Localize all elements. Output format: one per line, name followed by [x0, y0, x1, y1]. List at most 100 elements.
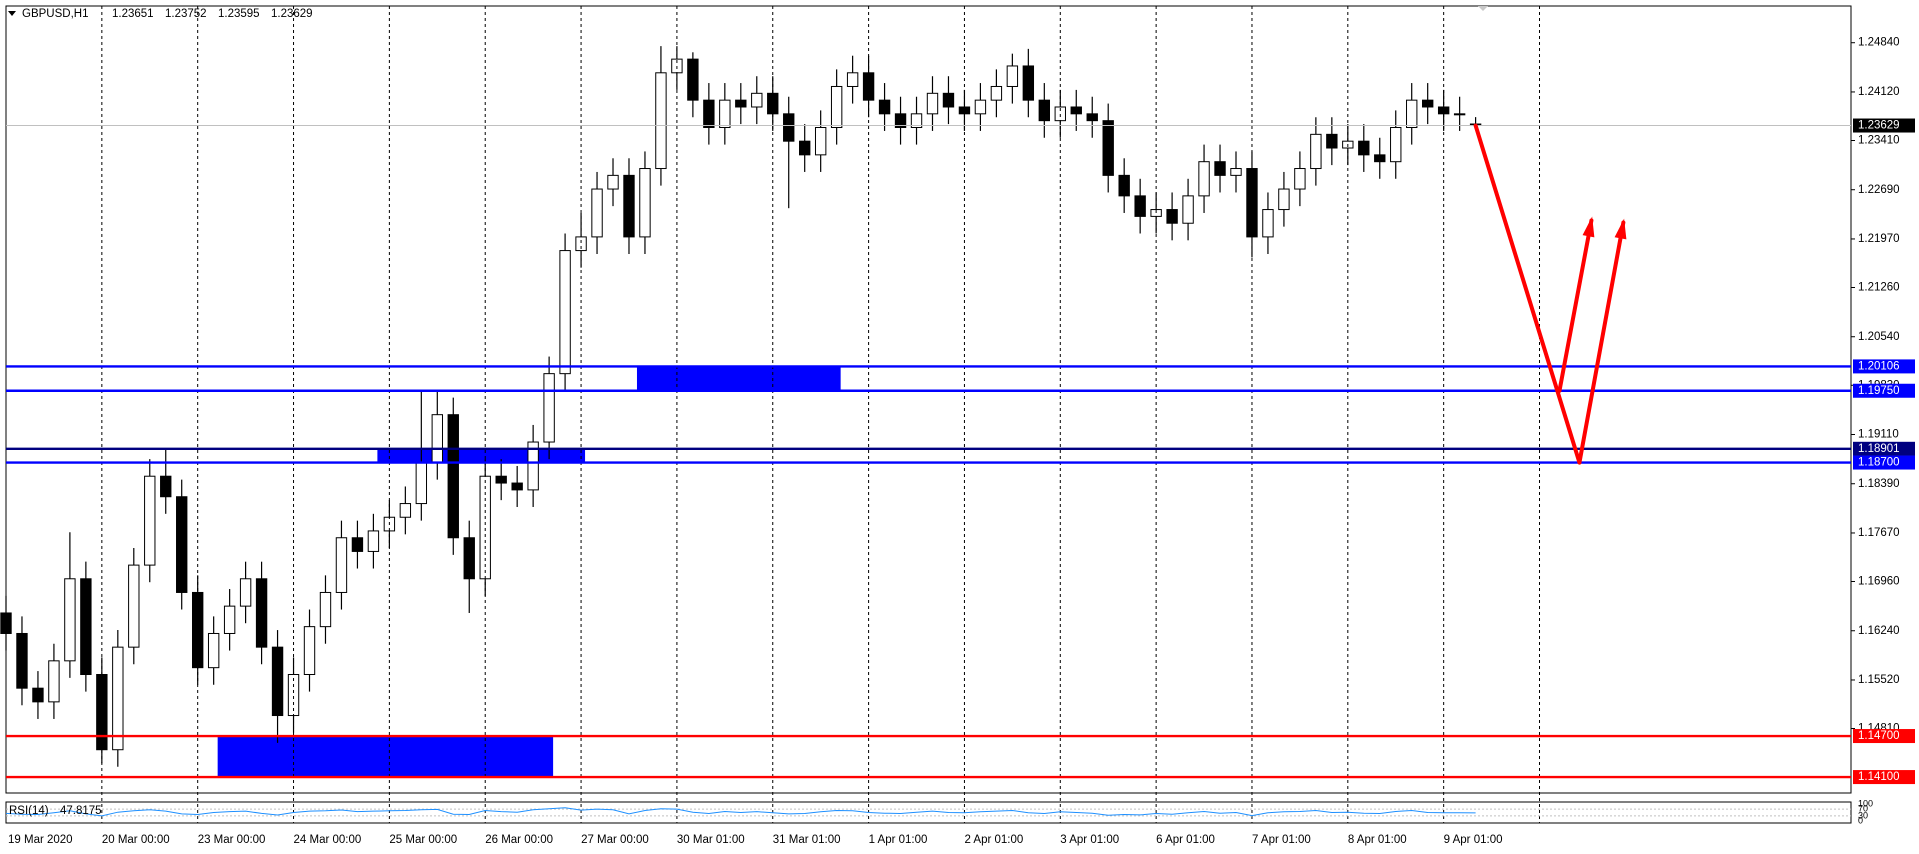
candle-body [48, 660, 60, 703]
candle-body [910, 113, 923, 129]
candle-body [719, 99, 731, 129]
candle-body [1406, 99, 1418, 129]
shift-marker [1478, 6, 1488, 11]
candle-body [319, 591, 332, 628]
candle-body [255, 578, 268, 648]
candle-body [942, 92, 955, 108]
rsi-value: 47.8175 [60, 805, 102, 817]
candle-body [687, 58, 699, 101]
x-tick-label: 24 Mar 00:00 [294, 834, 362, 846]
candle-body [1214, 161, 1226, 176]
candle-body [990, 85, 1003, 101]
x-tick-label: 26 Mar 00:00 [485, 834, 553, 846]
x-tick-label: 2 Apr 01:00 [964, 834, 1023, 846]
menu-triangle[interactable] [8, 11, 16, 16]
rsi-frame [5, 801, 1852, 824]
candle-body [655, 72, 667, 170]
level-label-box [1853, 441, 1915, 456]
candle-body [112, 646, 124, 751]
candle-body [830, 85, 843, 129]
candle-body [16, 632, 28, 689]
zone [377, 448, 586, 463]
y-tick-label: 1.15520 [1858, 674, 1900, 686]
current-price-label: 1.23629 [1858, 120, 1900, 132]
candle-body [894, 113, 907, 129]
candle-body [878, 99, 891, 115]
candle-body [735, 99, 747, 108]
candle-body [431, 414, 443, 464]
candle-body [80, 578, 92, 676]
candle-body [351, 537, 364, 552]
y-tick-label: 1.19110 [1858, 429, 1899, 441]
y-tick-label: 1.24840 [1858, 37, 1900, 49]
candle-body [144, 475, 156, 566]
candle-body [1198, 161, 1210, 197]
zone [636, 366, 841, 391]
candle-body [799, 140, 811, 156]
candle-body [1374, 154, 1386, 163]
rsi-line [5, 807, 1476, 817]
quote-value: 1.23629 [271, 8, 313, 20]
candle-body [703, 99, 715, 129]
zone [217, 736, 554, 778]
candle-body [559, 250, 571, 375]
x-tick-label: 1 Apr 01:00 [869, 834, 928, 846]
quote-value: 1.23752 [165, 8, 207, 20]
quote-value: 1.23651 [112, 8, 154, 20]
candle-body [623, 174, 635, 238]
candle-body [367, 530, 380, 552]
candle-body [32, 687, 44, 703]
level-label: 1.14700 [1858, 730, 1900, 742]
candle-body [1086, 113, 1098, 122]
candle-body [271, 646, 284, 717]
level-label-box [1853, 770, 1915, 785]
candle-body [639, 168, 651, 238]
rsi-tick-label: 100 [1858, 798, 1873, 808]
level-label-box [1853, 729, 1915, 744]
rsi-tick-label: 70 [1858, 803, 1868, 813]
candle-body [1102, 120, 1114, 176]
candle-body [447, 414, 459, 539]
candle-body [926, 92, 939, 115]
level-label: 1.14100 [1858, 771, 1900, 783]
candle-body [1070, 106, 1082, 115]
candle-body [128, 564, 140, 648]
candle-body [415, 462, 428, 505]
candle-body [1453, 113, 1466, 116]
candle-body [751, 92, 763, 108]
x-tick-label: 8 Apr 01:00 [1348, 834, 1407, 846]
price-frame [5, 5, 1852, 794]
candle-body [814, 127, 827, 156]
candle-body [399, 503, 412, 518]
candle-body [1294, 168, 1306, 190]
candle-body [176, 496, 188, 593]
candle-body [1006, 65, 1019, 87]
candle-body [1326, 133, 1338, 149]
level-label: 1.19750 [1858, 385, 1900, 397]
y-tick-label: 1.23410 [1858, 135, 1900, 147]
candle-body [223, 605, 236, 634]
level-label: 1.20106 [1858, 360, 1900, 372]
candle-body [1421, 99, 1434, 108]
candle-body [591, 188, 603, 238]
y-tick-label: 1.22690 [1858, 184, 1900, 196]
x-tick-label: 27 Mar 00:00 [581, 834, 649, 846]
candle-body [207, 632, 220, 669]
x-tick-label: 3 Apr 01:00 [1060, 834, 1119, 846]
candle-body [607, 174, 619, 190]
x-tick-label: 23 Mar 00:00 [198, 834, 266, 846]
candle-body [974, 99, 987, 115]
candle-body [495, 475, 507, 484]
x-tick-label: 6 Apr 01:00 [1156, 834, 1215, 846]
candle-body [1262, 209, 1274, 238]
candle-body [1358, 140, 1370, 156]
arrow-line [1577, 220, 1626, 465]
candle-body [1310, 133, 1322, 170]
rsi-tick-label: 0 [1858, 815, 1863, 825]
level-label-box [1853, 359, 1915, 374]
candle-body [527, 441, 539, 491]
x-tick-label: 7 Apr 01:00 [1252, 834, 1311, 846]
candle-body [1182, 195, 1194, 224]
rsi-tick-label: 30 [1858, 810, 1868, 820]
candle-body [1166, 209, 1178, 224]
